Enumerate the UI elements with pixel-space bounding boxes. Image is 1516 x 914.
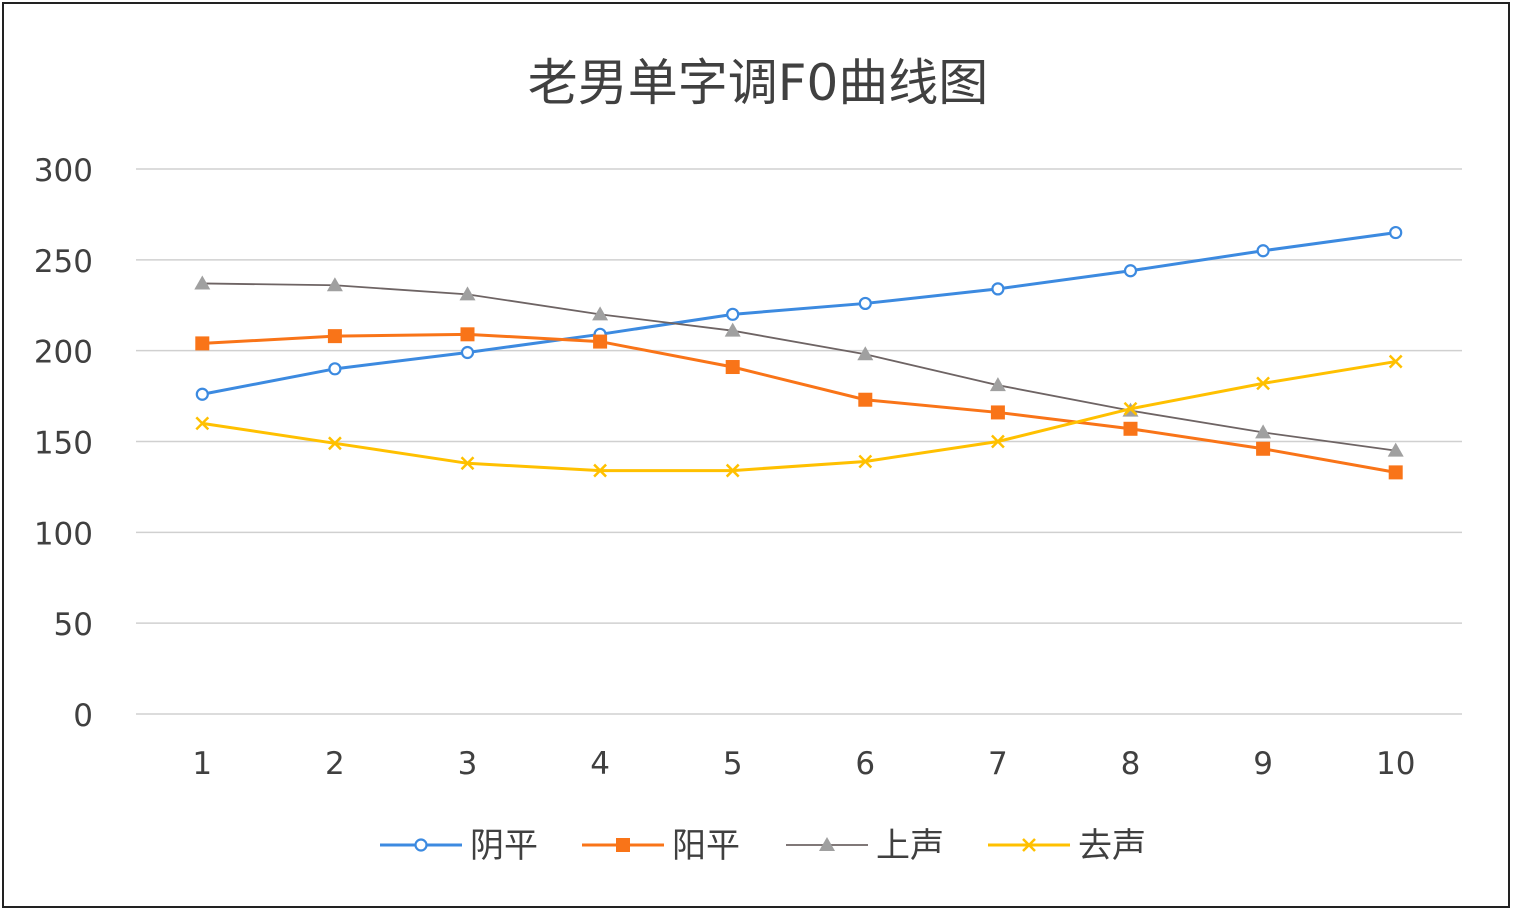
x-tick-label: 8 [1121,746,1141,782]
marker-circle [726,307,740,321]
marker-circle [414,838,428,852]
x-tick-label: 1 [192,746,212,782]
x-tick-label: 2 [325,746,345,782]
x-tick-label: 6 [855,746,875,782]
marker-x [328,436,342,451]
marker-square [725,360,740,375]
marker-square [616,838,630,852]
marker-square [858,392,873,407]
x-tick-label: 7 [988,746,1008,782]
marker-square [1388,465,1403,480]
x-tick-label: 9 [1253,746,1273,782]
y-tick-label: 100 [34,516,93,552]
marker-triangle [194,275,211,290]
series-line [202,332,1396,474]
marker-square [327,329,342,344]
series-1 [195,225,1403,401]
marker-triangle [724,322,741,337]
marker-circle [460,345,475,360]
marker-square [1123,421,1138,436]
marker-triangle [989,377,1006,392]
marker-circle [1389,225,1403,240]
marker-x [593,463,607,478]
marker-triangle [857,346,874,361]
x-tick-label: 5 [723,746,743,782]
marker-circle [1256,244,1270,258]
series-4 [195,354,1403,478]
series-line [202,360,1396,473]
legend-item-2: 阳平 [582,826,740,866]
legend-label: 阳平 [672,826,740,866]
marker-square [195,336,210,351]
marker-x [460,456,475,471]
marker-triangle [459,286,476,301]
marker-triangle [1255,424,1272,439]
y-tick-label: 50 [54,607,93,643]
legend-item-1: 阴平 [380,826,538,866]
marker-triangle [1387,442,1404,457]
x-tick-label: 10 [1376,746,1415,782]
legend-label: 阴平 [470,826,538,866]
y-tick-label: 0 [73,698,93,734]
series-3 [194,275,1404,457]
marker-circle [991,282,1005,296]
x-tick-label: 3 [458,746,478,782]
marker-x [195,416,210,431]
marker-x [725,463,740,478]
marker-circle [858,296,872,311]
legend-item-3: 上声 [786,826,944,866]
marker-circle [195,387,209,401]
marker-triangle [592,306,609,321]
y-tick-label: 250 [34,244,93,280]
marker-triangle [819,837,835,851]
marker-x [991,434,1005,449]
series-line [202,231,1396,396]
marker-square [593,334,608,349]
chart-title: 老男单字调F0曲线图 [528,54,989,112]
legend-item-4: 去声 [988,826,1146,866]
y-tick-label: 150 [34,426,93,462]
marker-circle [328,362,342,376]
marker-circle [1123,264,1138,278]
legend-label: 上声 [876,826,944,866]
series-line [202,282,1396,452]
marker-x [1123,401,1138,416]
marker-square [460,327,475,342]
marker-x [1022,838,1036,852]
y-tick-label: 300 [34,153,93,189]
legend-label: 去声 [1078,826,1146,866]
marker-x [1256,376,1270,391]
marker-square [990,405,1005,420]
series-2 [195,327,1403,480]
marker-x [1388,354,1403,369]
y-tick-label: 200 [34,335,93,371]
marker-triangle [326,277,343,292]
marker-square [1256,441,1271,456]
marker-x [858,454,873,469]
x-tick-label: 4 [590,746,610,782]
